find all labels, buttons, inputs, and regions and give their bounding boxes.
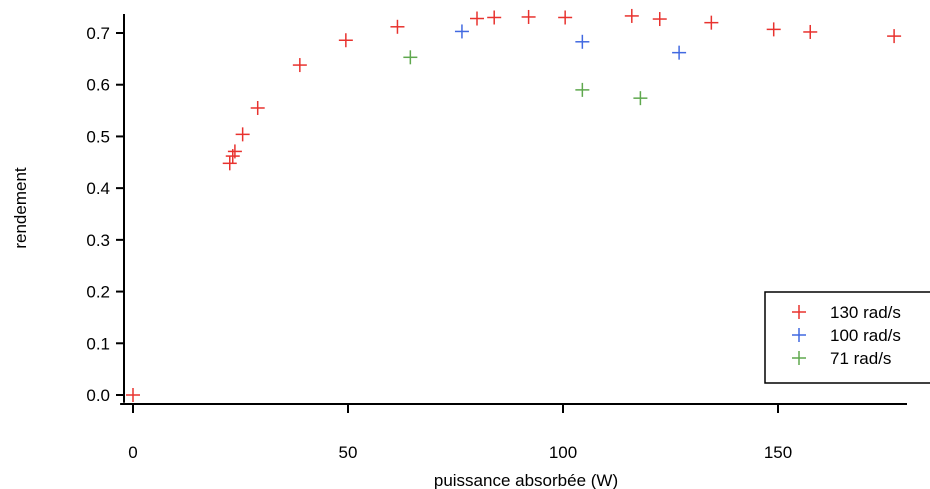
data-point [227,144,242,159]
y-tick-label: 0.2 [86,283,110,302]
y-axis-ticks: 0.0 0.1 0.2 0.3 0.4 0.5 0.6 0.7 [86,24,124,405]
legend-label: 100 rad/s [830,326,901,345]
legend: 130 rad/s 100 rad/s 71 rad/s [764,291,930,384]
y-tick-label: 0.0 [86,386,110,405]
y-tick-label: 0.5 [86,127,110,146]
x-tick-label: 50 [339,443,358,462]
y-tick-label: 0.3 [86,231,110,250]
data-point [454,24,469,39]
y-tick-label: 0.7 [86,24,110,43]
data-point [235,127,250,142]
data-point [250,100,265,115]
data-point [222,156,237,171]
data-point [803,24,818,39]
y-axis-title: rendement [11,167,30,249]
data-point [338,33,353,48]
data-point [521,9,536,24]
data-point [292,58,307,73]
legend-item: 130 rad/s [792,303,901,322]
data-point [624,8,639,23]
data-point [403,50,418,65]
data-point [558,10,573,25]
legend-item: 100 rad/s [792,326,901,345]
x-tick-label: 100 [549,443,577,462]
data-point [575,82,590,97]
legend-items: 130 rad/s 100 rad/s 71 rad/s [792,303,901,368]
data-point [633,91,648,106]
y-tick-label: 0.6 [86,76,110,95]
legend-label: 130 rad/s [830,303,901,322]
data-point [672,45,687,60]
data-point [652,12,667,27]
x-tick-label: 0 [128,443,137,462]
data-points [126,8,902,402]
legend-label: 71 rad/s [830,349,891,368]
data-point [126,388,140,402]
data-point [575,34,590,49]
data-point [390,19,405,34]
data-point [470,11,484,26]
data-point [766,22,781,37]
y-tick-label: 0.1 [86,334,110,353]
y-tick-label: 0.4 [86,179,110,198]
data-point [704,15,719,30]
x-tick-label: 150 [764,443,792,462]
data-point [487,10,502,25]
x-axis-title: puissance absorbée (W) [434,471,618,489]
legend-item: 71 rad/s [792,349,891,368]
axes: 0.0 0.1 0.2 0.3 0.4 0.5 0.6 0.7 0 50 100 150 [86,14,907,462]
data-point [887,29,902,44]
legend-box [764,291,930,384]
x-axis-ticks: 0 50 100 150 [128,404,792,462]
